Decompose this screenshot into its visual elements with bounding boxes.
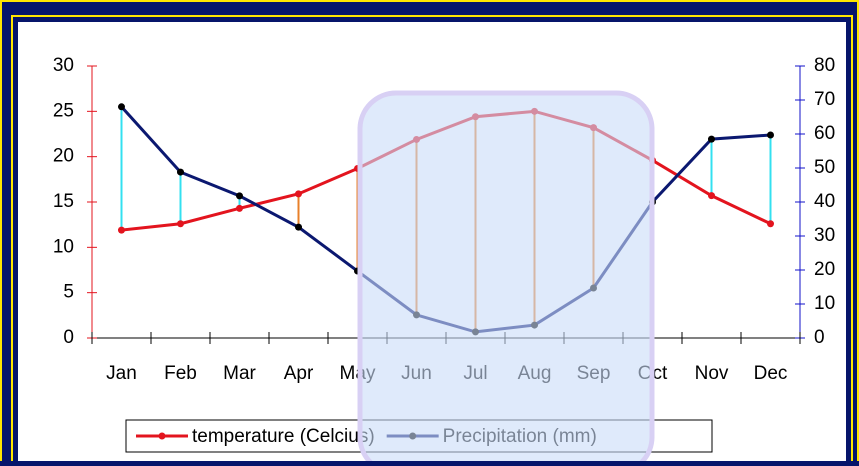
inner-frame: [11, 15, 853, 466]
y-tick-label: 5: [63, 282, 74, 303]
y-tick-label: 30: [53, 55, 74, 76]
y2-tick-label: 50: [814, 157, 835, 178]
data-point: [236, 192, 243, 200]
y-tick-label: 0: [63, 327, 74, 348]
x-tick-label: Mar: [223, 363, 256, 384]
y2-tick-label: 80: [814, 55, 835, 76]
data-point: [118, 226, 125, 234]
data-point: [767, 131, 774, 139]
legend-marker: [158, 432, 166, 440]
data-point: [708, 192, 715, 200]
x-tick-label: Dec: [754, 363, 788, 384]
y2-tick-label: 70: [814, 89, 835, 110]
data-point: [708, 135, 715, 143]
data-point: [767, 220, 774, 228]
y-tick-label: 15: [53, 191, 74, 212]
y2-tick-label: 20: [814, 259, 835, 280]
data-point: [295, 190, 302, 198]
x-tick-label: Nov: [695, 363, 729, 384]
legend-label: temperature (Celcius): [192, 426, 375, 447]
y-tick-label: 10: [53, 236, 74, 257]
data-point: [177, 220, 184, 228]
y2-tick-label: 40: [814, 191, 835, 212]
y2-tick-label: 10: [814, 293, 835, 314]
highlight-overlay: [357, 90, 655, 466]
x-tick-label: Apr: [284, 363, 314, 384]
y-tick-label: 25: [53, 100, 74, 121]
y2-tick-label: 0: [814, 327, 825, 348]
data-point: [118, 103, 125, 111]
data-point: [177, 168, 184, 176]
y2-tick-label: 60: [814, 123, 835, 144]
y-tick-label: 20: [53, 146, 74, 167]
x-tick-label: Jan: [106, 363, 137, 384]
data-point: [236, 204, 243, 212]
data-point: [295, 223, 302, 231]
y2-tick-label: 30: [814, 225, 835, 246]
x-tick-label: Feb: [164, 363, 197, 384]
